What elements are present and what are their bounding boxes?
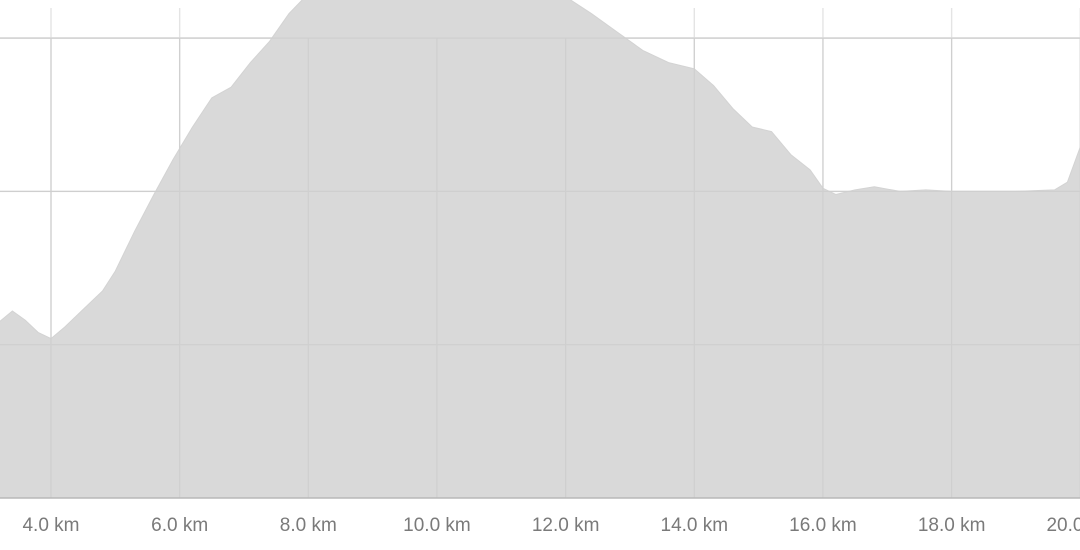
x-tick-label: 16.0 km bbox=[789, 515, 857, 536]
x-tick-label: 4.0 km bbox=[22, 515, 79, 536]
elevation-area bbox=[0, 0, 1080, 499]
elevation-area-layer bbox=[0, 0, 1080, 499]
x-tick-label: 14.0 km bbox=[661, 515, 729, 536]
x-tick-label: 20.0 km bbox=[1046, 515, 1080, 536]
x-tick-label: 18.0 km bbox=[918, 515, 986, 536]
x-tick-labels: 4.0 km 6.0 km 8.0 km 10.0 km 12.0 km 14.0 km 1… bbox=[22, 515, 1080, 536]
x-tick-label: 10.0 km bbox=[403, 515, 471, 536]
x-tick-label: 12.0 km bbox=[532, 515, 600, 536]
x-tick-label: 8.0 km bbox=[280, 515, 337, 536]
x-tick-label: 6.0 km bbox=[151, 515, 208, 536]
